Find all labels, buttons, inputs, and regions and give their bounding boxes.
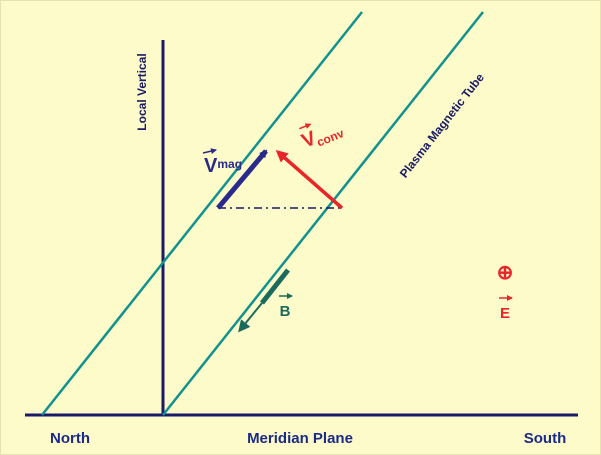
meridian-label: Meridian Plane [247, 430, 353, 447]
e-label: E [499, 295, 513, 322]
b-label: B [279, 293, 293, 320]
earth-symbol: ⊕ [497, 262, 514, 284]
vector-bar [202, 148, 217, 155]
local-vertical-label: Local Vertical [135, 53, 149, 130]
v-subscript: mag [217, 157, 242, 171]
vector-bar [299, 123, 312, 130]
b-arrow [238, 302, 263, 333]
north-label: North [50, 430, 90, 447]
south-label: South [524, 430, 567, 447]
v-mag-label: Vmag [202, 148, 242, 177]
v-letter: V [204, 155, 218, 177]
e-text: E [500, 305, 510, 322]
field-line [162, 11, 484, 416]
b-text: B [280, 303, 291, 320]
v-mag-text: Vmag [204, 155, 242, 177]
v-mag-arrow [216, 149, 268, 210]
v-conv-arrow [275, 150, 344, 210]
field-line [41, 11, 363, 416]
b-arrow [260, 268, 290, 305]
